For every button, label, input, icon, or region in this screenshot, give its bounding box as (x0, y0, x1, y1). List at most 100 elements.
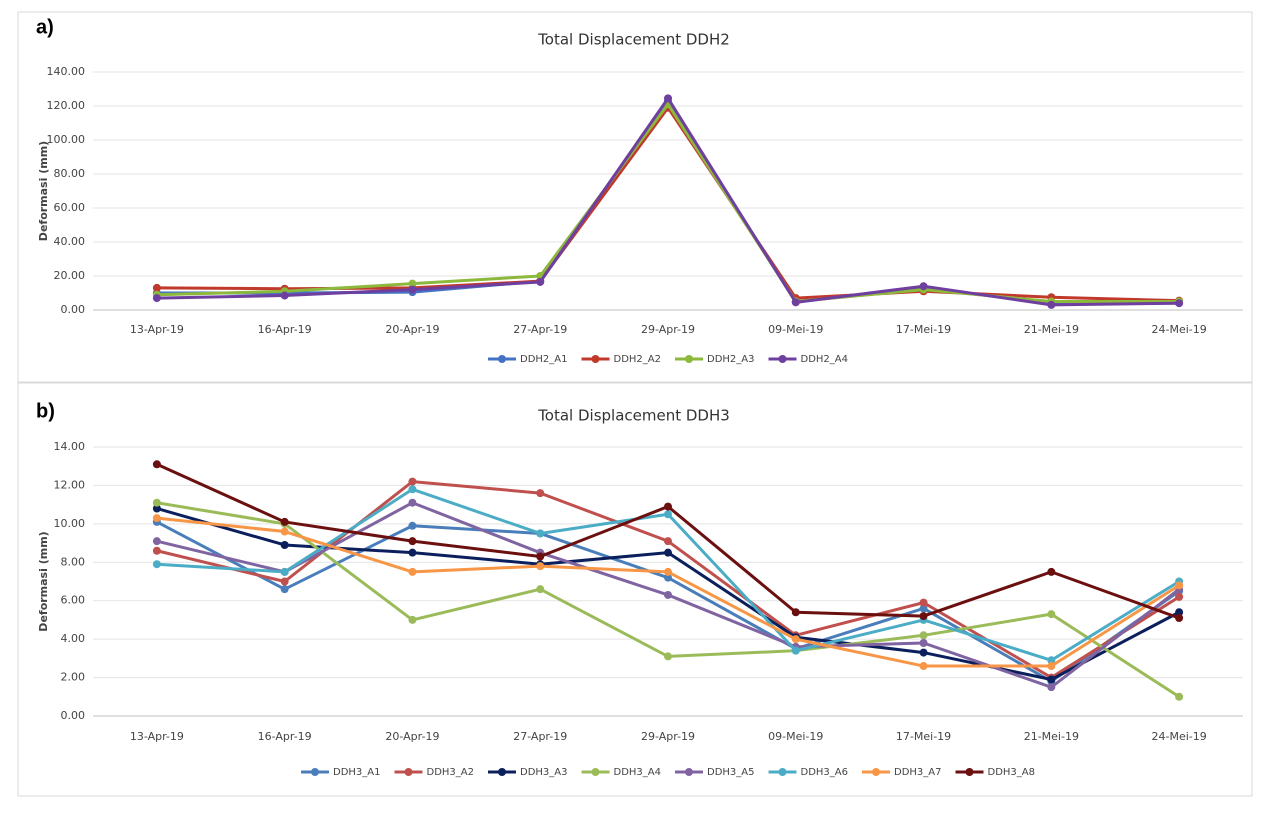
y-tick-label: 2.00 (61, 671, 86, 684)
data-point (280, 585, 289, 594)
y-tick-label: 40.00 (54, 235, 86, 248)
data-point (152, 514, 161, 523)
data-point (1175, 692, 1184, 701)
data-point (408, 521, 417, 530)
y-tick-label: 6.00 (61, 594, 86, 607)
data-point (1047, 656, 1056, 665)
data-point (152, 537, 161, 546)
data-point (408, 279, 417, 288)
data-point (152, 498, 161, 507)
legend-marker (498, 355, 506, 363)
data-point (919, 648, 928, 657)
x-tick-label: 09-Mei-19 (768, 323, 823, 336)
data-point (152, 560, 161, 569)
data-point (408, 285, 417, 294)
legend-label: DDH3_A5 (707, 767, 755, 778)
chart-title: Total Displacement DDH3 (537, 407, 730, 425)
panel-label: b) (36, 400, 55, 422)
x-tick-label: 24-Mei-19 (1151, 730, 1206, 743)
data-point (152, 504, 161, 513)
data-point (791, 298, 800, 307)
data-point (919, 612, 928, 621)
data-point (280, 527, 289, 536)
data-point (152, 294, 161, 303)
data-point (408, 477, 417, 486)
x-tick-label: 29-Apr-19 (641, 730, 695, 743)
legend-label: DDH3_A7 (894, 767, 942, 778)
legend-marker (778, 355, 787, 363)
x-tick-label: 16-Apr-19 (258, 323, 312, 336)
y-tick-label: 8.00 (61, 555, 86, 568)
data-point (664, 537, 672, 546)
legend-label: DDH2_A2 (614, 354, 662, 365)
data-point (536, 562, 545, 571)
y-tick-label: 60.00 (54, 201, 86, 214)
x-tick-label: 13-Apr-19 (130, 730, 184, 743)
x-tick-label: 21-Mei-19 (1024, 323, 1079, 336)
legend-marker (498, 768, 506, 776)
legend-marker (685, 355, 693, 363)
y-tick-label: 80.00 (54, 167, 86, 180)
data-point (408, 498, 417, 507)
data-point (791, 635, 800, 644)
data-point (919, 604, 928, 613)
legend-label: DDH2_A1 (520, 354, 568, 365)
y-tick-label: 0.00 (61, 709, 86, 722)
data-line (156, 102, 1180, 303)
x-tick-label: 20-Apr-19 (385, 730, 439, 743)
y-tick-label: 120.00 (47, 99, 86, 112)
data-point (152, 460, 161, 469)
data-point (664, 94, 672, 103)
panel-frame (17, 11, 1253, 383)
x-tick-label: 21-Mei-19 (1024, 730, 1079, 743)
legend-marker (591, 355, 600, 363)
data-point (1047, 675, 1056, 684)
data-point (664, 502, 672, 511)
data-point (664, 652, 672, 661)
data-point (919, 282, 928, 291)
data-point (919, 638, 928, 647)
data-point (1047, 610, 1056, 619)
y-tick-label: 14.00 (54, 440, 86, 453)
legend-marker (685, 768, 693, 776)
data-point (280, 577, 289, 586)
data-point (919, 662, 928, 671)
x-tick-label: 17-Mei-19 (896, 323, 951, 336)
legend-label: DDH3_A8 (988, 767, 1036, 778)
data-point (408, 615, 417, 624)
legend-label: DDH3_A2 (427, 767, 475, 778)
legend-marker (965, 768, 974, 776)
y-axis-label: Deformasi (mm) (37, 531, 50, 631)
data-point (664, 510, 672, 519)
panel-label: a) (36, 16, 54, 38)
data-point (919, 598, 928, 607)
x-tick-label: 24-Mei-19 (1151, 323, 1206, 336)
data-point (1047, 662, 1056, 671)
data-point (408, 537, 417, 546)
data-point (664, 590, 672, 599)
chart-title: Total Displacement DDH2 (537, 31, 730, 49)
data-point (408, 485, 417, 494)
data-point (408, 567, 417, 576)
legend: DDH3_A1 DDH3_A2 DDH3_A3 DDH3_A4 DDH3_A5 DDH3_… (301, 767, 1035, 778)
y-tick-label: 4.00 (61, 632, 86, 645)
data-point (536, 277, 545, 286)
data-line (156, 106, 1180, 303)
data-point (280, 291, 289, 300)
legend-label: DDH3_A6 (801, 767, 849, 778)
data-point (280, 540, 289, 549)
data-point (152, 546, 161, 555)
y-tick-label: 12.00 (54, 478, 86, 491)
data-point (1175, 608, 1184, 617)
y-tick-label: 140.00 (47, 65, 86, 78)
y-tick-label: 100.00 (47, 133, 86, 146)
data-line (156, 96, 1180, 307)
data-point (664, 548, 672, 557)
data-point (1175, 299, 1184, 308)
x-tick-label: 27-Apr-19 (513, 323, 567, 336)
data-point (1175, 581, 1184, 590)
x-tick-label: 16-Apr-19 (258, 730, 312, 743)
data-point (664, 567, 672, 576)
legend-marker (591, 768, 600, 776)
